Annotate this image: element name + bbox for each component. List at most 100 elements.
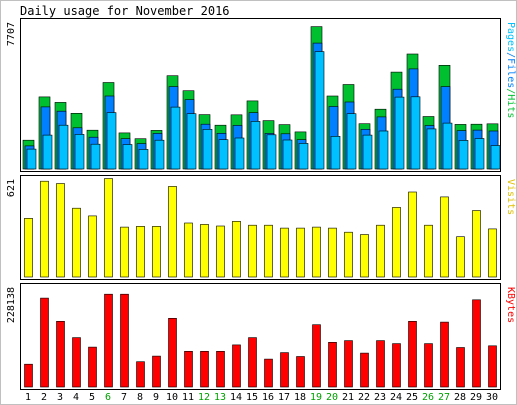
hits-bar-pages-day-21 xyxy=(346,113,357,170)
visits-max-label: 621 xyxy=(6,179,17,197)
hits-bar-pages-day-18 xyxy=(298,143,309,170)
day-label-11: 11 xyxy=(182,392,194,403)
visits-bar-day-29 xyxy=(472,210,481,278)
visits-bar-day-30 xyxy=(488,228,497,278)
visits-bar-day-11 xyxy=(184,222,193,278)
visits-bar-day-23 xyxy=(376,224,385,278)
hits-bar-pages-day-12 xyxy=(202,129,213,170)
hits-bar-pages-day-10 xyxy=(170,106,181,170)
chart-title: Daily usage for November 2016 xyxy=(20,4,230,18)
kbytes-bar-day-25 xyxy=(408,320,417,388)
visits-bar-day-6 xyxy=(104,178,113,278)
legend-pages: Pages xyxy=(505,22,516,52)
day-label-25: 25 xyxy=(406,392,418,403)
visits-bar-day-19 xyxy=(312,226,321,278)
visits-bar-day-9 xyxy=(152,226,161,278)
legend-files: Files xyxy=(505,58,516,88)
hits-bar-pages-day-3 xyxy=(58,124,69,170)
hits-bar-pages-day-23 xyxy=(378,130,389,170)
visits-bar-day-15 xyxy=(248,224,257,278)
visits-bar-day-28 xyxy=(456,236,465,278)
kbytes-bar-day-5 xyxy=(88,346,97,388)
visits-bar-day-4 xyxy=(72,207,81,278)
visits-bar-day-25 xyxy=(408,191,417,278)
day-label-8: 8 xyxy=(137,392,143,403)
hits-bar-pages-day-5 xyxy=(90,143,101,170)
legend-slash: / xyxy=(505,88,516,94)
hits-bar-pages-day-27 xyxy=(442,122,453,170)
day-label-10: 10 xyxy=(166,392,178,403)
day-label-29: 29 xyxy=(470,392,482,403)
hits-legend: Pages/Files/Hits xyxy=(505,22,516,118)
day-label-6: 6 xyxy=(105,392,111,403)
visits-bar-day-20 xyxy=(328,227,337,278)
visits-bar-day-7 xyxy=(120,226,129,278)
hits-bar-pages-day-14 xyxy=(234,137,245,170)
day-label-18: 18 xyxy=(294,392,306,403)
hits-bar-pages-day-28 xyxy=(458,140,469,170)
kbytes-max-label: 228138 xyxy=(6,287,17,323)
visits-bar-day-3 xyxy=(56,183,65,278)
day-label-20: 20 xyxy=(326,392,338,403)
kbytes-bar-day-9 xyxy=(152,355,161,388)
visits-bar-day-5 xyxy=(88,215,97,278)
hits-panel-border xyxy=(20,18,501,172)
hits-bar-pages-day-4 xyxy=(74,134,85,170)
kbytes-bar-day-15 xyxy=(248,337,257,388)
kbytes-bar-day-13 xyxy=(216,350,225,388)
kbytes-bar-day-3 xyxy=(56,320,65,388)
legend-slash: / xyxy=(505,52,516,58)
kbytes-bar-day-21 xyxy=(344,340,353,388)
visits-panel-border xyxy=(20,175,501,280)
kbytes-bar-day-26 xyxy=(424,343,433,388)
visits-bar-day-13 xyxy=(216,225,225,278)
hits-bar-pages-day-30 xyxy=(490,145,501,170)
visits-panel: 621 Visits xyxy=(6,175,516,280)
x-axis-day-labels: 1 2 3 4 5 6 7 8 9 10 11 12 13 14 15 16 17 18 19 20 21 22 23 24 2… xyxy=(25,392,498,403)
hits-bar-pages-day-17 xyxy=(282,139,293,170)
hits-bar-pages-day-8 xyxy=(138,149,149,170)
hits-bar-pages-day-16 xyxy=(266,134,277,170)
kbytes-bar-day-20 xyxy=(328,341,337,388)
hits-bar-pages-day-7 xyxy=(122,144,133,170)
day-label-13: 13 xyxy=(214,392,226,403)
kbytes-bar-day-27 xyxy=(440,321,449,388)
visits-bar-day-18 xyxy=(296,227,305,278)
hits-bar-pages-day-1 xyxy=(26,148,37,170)
kbytes-bar-day-19 xyxy=(312,324,321,388)
visits-bar-day-2 xyxy=(40,180,49,278)
day-label-9: 9 xyxy=(153,392,159,403)
visits-bar-day-12 xyxy=(200,224,209,278)
chart-panels: 7707 Pages/Files/Hits 621 Visits 228138 KByte… xyxy=(6,18,516,390)
hits-bar-pages-day-20 xyxy=(330,136,341,170)
visits-bar-day-10 xyxy=(168,186,177,278)
kbytes-bar-day-28 xyxy=(456,347,465,388)
day-label-14: 14 xyxy=(230,392,242,403)
visits-bar-day-16 xyxy=(264,224,273,278)
day-label-22: 22 xyxy=(358,392,370,403)
visits-bar-day-22 xyxy=(360,234,369,278)
kbytes-bar-day-10 xyxy=(168,317,177,388)
hits-bar-pages-day-2 xyxy=(42,134,53,170)
hits-bar-pages-day-13 xyxy=(218,139,229,170)
hits-bar-pages-day-11 xyxy=(186,113,197,170)
kbytes-bar-day-24 xyxy=(392,343,401,388)
hits-max-label: 7707 xyxy=(6,22,17,46)
visits-bar-day-24 xyxy=(392,207,401,278)
kbytes-bar-day-11 xyxy=(184,350,193,388)
visits-bar-day-26 xyxy=(424,224,433,278)
kbytes-bar-day-16 xyxy=(264,358,273,388)
kbytes-panel: 228138 KBytes xyxy=(6,283,516,390)
visits-bar-day-14 xyxy=(232,221,241,278)
kbytes-bar-day-29 xyxy=(472,299,481,388)
kbytes-bar-day-4 xyxy=(72,337,81,388)
hits-panel: 7707 Pages/Files/Hits xyxy=(6,18,516,172)
kbytes-legend: KBytes xyxy=(505,287,516,323)
hits-bar-pages-day-22 xyxy=(362,134,373,170)
day-label-23: 23 xyxy=(374,392,386,403)
kbytes-bar-day-17 xyxy=(280,352,289,388)
day-label-3: 3 xyxy=(57,392,63,403)
day-label-21: 21 xyxy=(342,392,354,403)
kbytes-panel-border xyxy=(20,283,501,390)
